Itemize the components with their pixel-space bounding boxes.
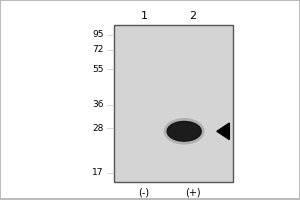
Text: 17: 17 bbox=[92, 168, 104, 177]
Text: 95: 95 bbox=[92, 30, 104, 39]
Ellipse shape bbox=[164, 118, 205, 145]
Polygon shape bbox=[217, 123, 230, 140]
Text: 1: 1 bbox=[141, 11, 148, 21]
Text: 28: 28 bbox=[93, 124, 104, 133]
Text: 72: 72 bbox=[93, 45, 104, 54]
Bar bbox=[114, 25, 233, 182]
Text: 55: 55 bbox=[92, 65, 104, 74]
Text: 2: 2 bbox=[190, 11, 197, 21]
Text: (+): (+) bbox=[185, 187, 201, 197]
Text: (-): (-) bbox=[139, 187, 150, 197]
Text: 36: 36 bbox=[92, 100, 104, 109]
Ellipse shape bbox=[167, 121, 201, 141]
